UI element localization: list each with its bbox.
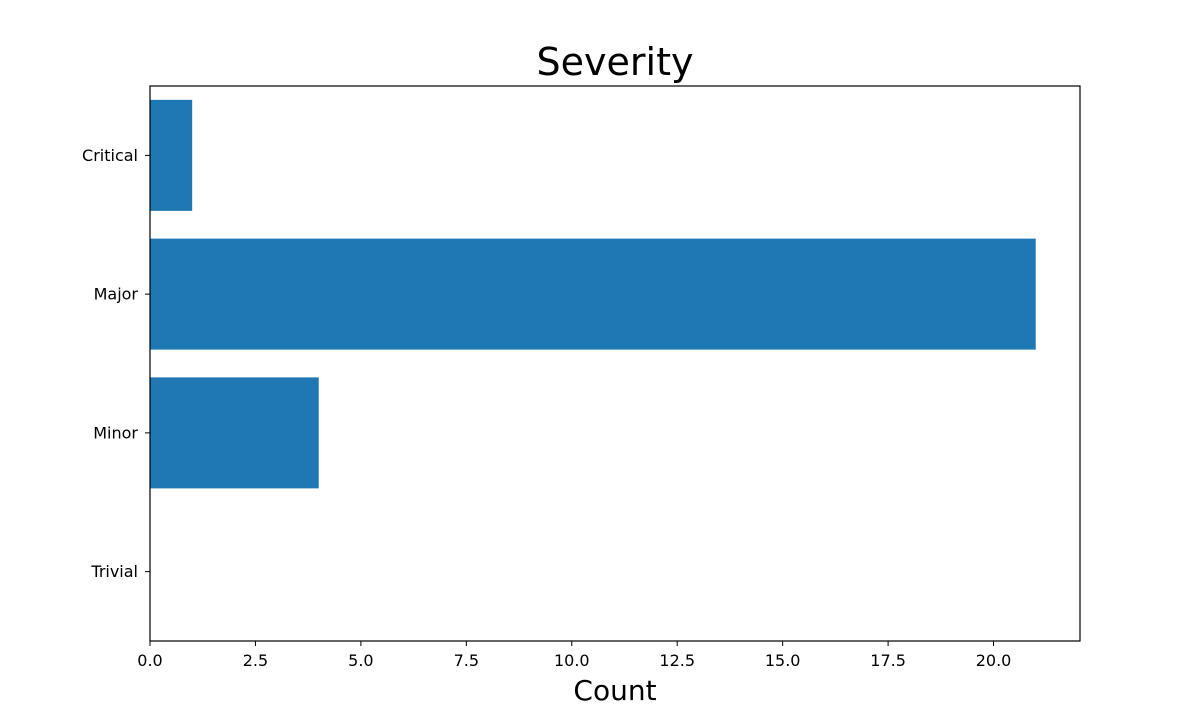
y-tick-label-major: Major [94,285,139,304]
y-tick-label-minor: Minor [93,423,138,442]
y-tick-label-critical: Critical [82,146,138,165]
bar-critical [150,99,193,211]
x-tick-label: 15.0 [765,651,801,670]
x-tick-label: 20.0 [976,651,1012,670]
x-tick-label: 10.0 [554,651,590,670]
x-tick-label: 7.5 [454,651,479,670]
bar-major [150,238,1036,350]
x-tick-label: 0.0 [137,651,162,670]
chart-title: Severity [537,40,694,84]
y-tick-label-trivial: Trivial [90,562,138,581]
x-tick-label: 2.5 [243,651,268,670]
x-axis-label: Count [573,674,656,707]
bars-layer [150,99,1036,489]
x-tick-label: 17.5 [870,651,906,670]
plot-frame [149,85,1081,642]
x-tick-label: 12.5 [659,651,695,670]
bar-minor [150,377,319,489]
ticks-layer: Critical Major Minor Trivial 0.0 2.5 5.0 7.5 10.… [82,146,1011,670]
x-tick-label: 5.0 [348,651,373,670]
